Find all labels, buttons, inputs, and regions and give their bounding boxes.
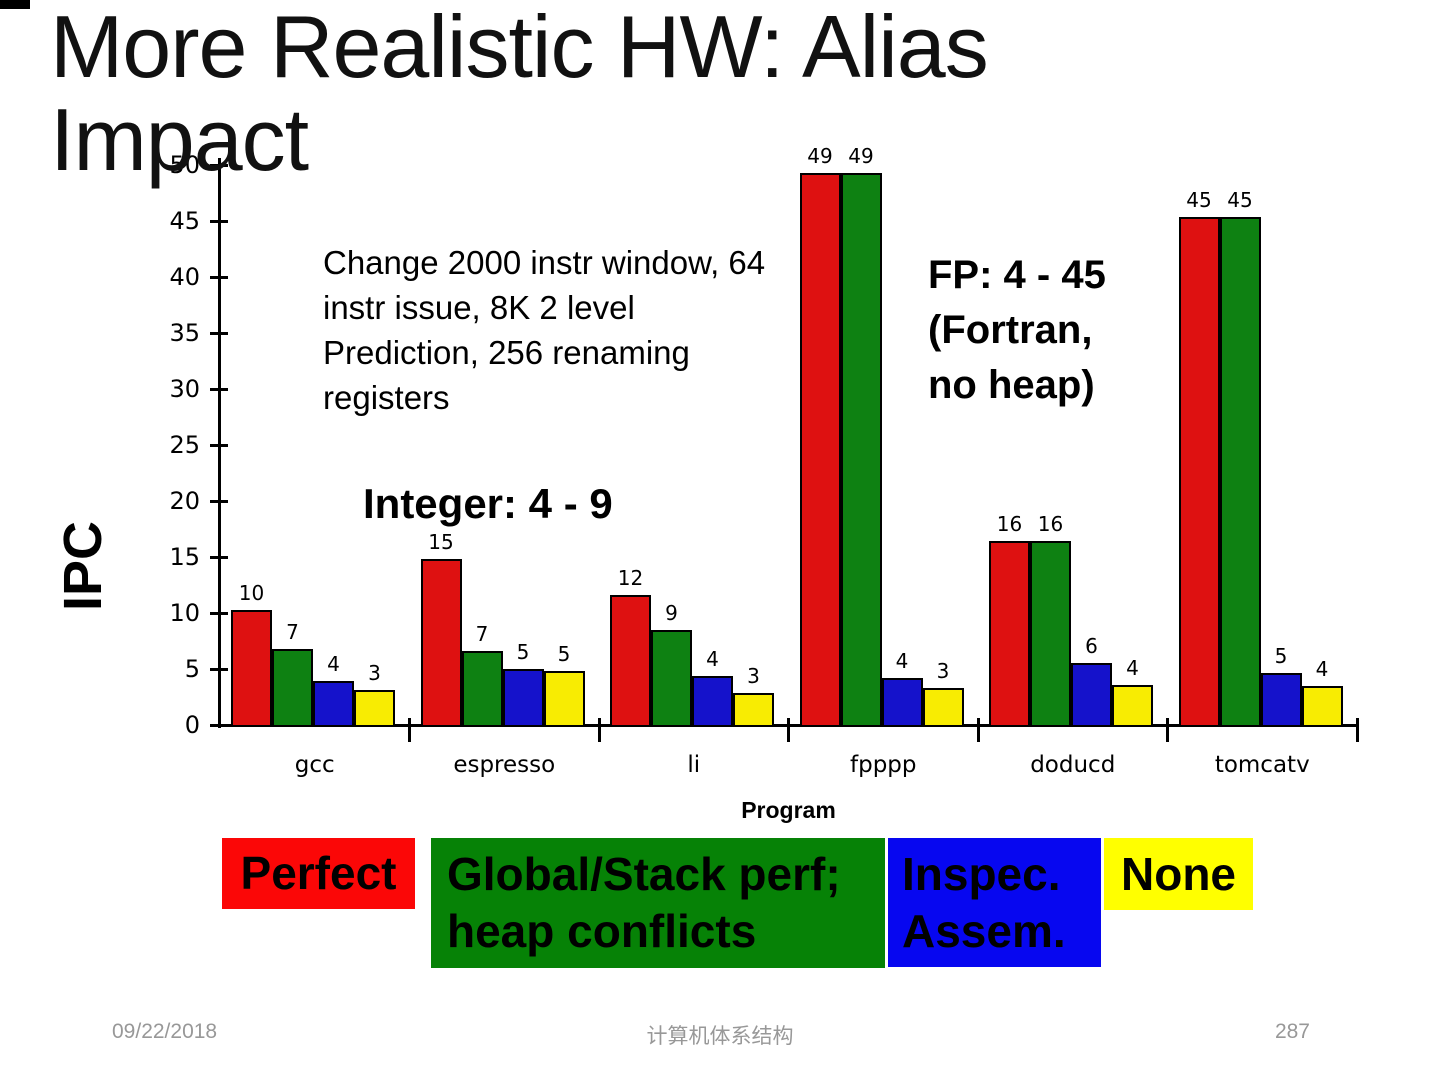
bar-value-label: 3 [936,659,950,684]
x-category-label: tomcatv [1214,752,1310,778]
corner-mark [0,0,30,9]
bar-value-label: 9 [665,600,678,625]
chart-bar-fpppp-s2 [881,677,923,727]
fp-range-annotation: FP: 4 - 45 (Fortran, no heap) [928,253,1106,407]
bar-value-label: 12 [617,566,644,591]
chart-bar-espresso-s2 [502,669,544,727]
legend-item-perfect: Perfect [222,838,415,909]
bar-value-label: 7 [286,619,299,644]
x-category-label: doducd [1030,752,1116,778]
chart-bar-fpppp-s1 [840,172,882,727]
y-axis-tick-label: 5 [184,655,200,683]
chart-bar-tomcatv-s0 [1178,216,1220,727]
y-axis-tick [210,163,228,167]
bar-value-label: 49 [807,143,833,168]
y-axis-tick-label: 25 [169,431,200,459]
integer-range-annotation: Integer: 4 - 9 [363,480,613,527]
chart-bar-gcc-s2 [313,681,354,727]
bar-value-label: 6 [1085,634,1098,659]
footer-date: 09/22/2018 [112,1020,218,1043]
chart-bar-fpppp-s0 [799,172,841,727]
bar-value-label: 49 [848,143,874,168]
bar-value-label: 16 [996,512,1023,537]
bar-value-label: 4 [1315,656,1329,681]
y-axis-tick-label: 20 [169,487,200,515]
y-axis-tick [210,667,228,671]
y-axis-tick [210,275,228,279]
chart-bar-li-s0 [610,595,651,727]
page-title: More Realistic HW: Alias Impact [50,0,989,190]
x-axis-tick [1355,718,1359,742]
bar-value-label: 5 [516,640,530,664]
bar-value-label: 16 [1037,512,1064,537]
y-axis-tick [210,331,228,335]
x-axis-tick [976,718,980,742]
y-axis-tick-label: 15 [169,543,200,571]
bar-value-label: 4 [706,646,719,671]
y-axis-title: IPC [53,520,113,612]
bar-value-label: 5 [557,642,571,667]
chart-bar-li-s1 [651,629,692,727]
y-axis-tick [210,611,228,615]
x-category-label: gcc [294,752,335,778]
chart-bar-fpppp-s3 [922,688,964,727]
bar-value-label: 10 [238,580,265,605]
chart-bar-doducd-s0 [989,541,1030,727]
y-axis-tick [210,387,228,391]
y-axis-tick [210,443,228,447]
chart-bar-tomcatv-s3 [1301,685,1343,727]
y-axis-tick [210,219,228,223]
chart-bar-tomcatv-s2 [1260,673,1302,727]
x-category-label: li [687,752,701,778]
chart-bar-doducd-s2 [1071,663,1112,727]
y-axis-tick-label: 35 [169,319,200,347]
legend-item-none: None [1104,838,1253,910]
chart-bar-doducd-s3 [1112,684,1153,727]
y-axis-tick-label: 30 [169,375,200,403]
chart-bar-espresso-s0 [420,559,462,727]
x-axis-tick [787,718,790,742]
footer-page-number: 287 [1274,1020,1310,1043]
chart-bar-gcc-s1 [272,648,313,727]
x-axis-tick [408,718,411,742]
chart-bar-espresso-s1 [461,651,503,727]
x-axis-title: Program [741,797,836,823]
chart-bar-li-s3 [733,692,774,727]
footer-course-title: 计算机体系结构 [646,1025,794,1048]
chart-bar-tomcatv-s1 [1219,216,1261,727]
y-axis-tick-label: 40 [169,263,200,291]
y-axis-tick [210,499,228,503]
legend-item-global: Global/Stack perf; heap conflicts [431,838,885,968]
bar-value-label: 4 [327,652,340,677]
bar-value-label: 45 [1186,187,1212,212]
bar-value-label: 3 [368,661,381,686]
legend-item-inspec: Inspec. Assem. [888,838,1101,967]
chart-bar-doducd-s1 [1030,541,1071,727]
chart-bar-espresso-s3 [543,671,585,727]
bar-value-label: 4 [1126,655,1139,680]
config-annotation: Change 2000 instr window, 64 instr issue… [323,244,766,416]
y-axis-tick-label: 45 [169,207,200,235]
y-axis-tick-label: 10 [169,599,200,627]
chart-bar-gcc-s3 [354,690,395,727]
bar-value-label: 5 [1274,644,1288,669]
bar-value-label: 45 [1227,187,1253,212]
x-axis-tick [597,718,601,742]
y-axis-tick-label: 50 [169,151,200,179]
x-axis-tick [1166,718,1169,742]
x-category-label: espresso [453,752,556,778]
bar-value-label: 15 [428,530,454,555]
y-axis-tick [210,555,228,559]
y-axis-line [218,158,221,728]
bar-value-label: 3 [747,663,760,688]
x-category-label: fpppp [850,752,917,778]
bar-value-label: 7 [475,622,489,647]
chart-bar-gcc-s0 [231,609,272,727]
chart-bar-li-s2 [692,675,733,727]
bar-value-label: 4 [895,648,909,673]
y-axis-tick-label: 0 [184,711,200,739]
